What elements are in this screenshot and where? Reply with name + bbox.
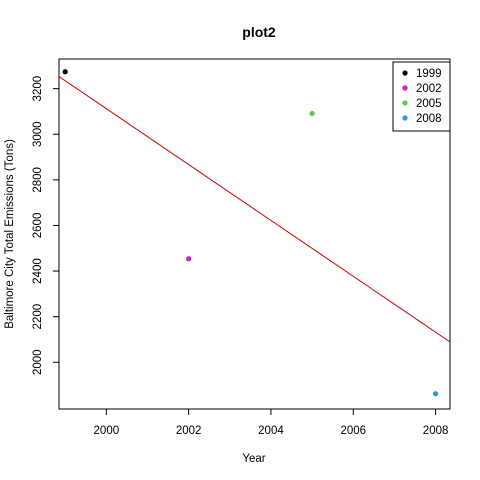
y-tick-label: 2400	[32, 258, 44, 284]
legend-label-1999: 1999	[416, 68, 442, 80]
plot-frame	[58, 58, 451, 410]
y-axis-label: Baltimore City Total Emissions (Tons)	[4, 139, 16, 329]
x-tick-label: 2006	[340, 425, 366, 437]
legend: 1999 2002 2005 2008	[392, 61, 451, 132]
data-point-2005	[309, 110, 315, 117]
x-axis: 2000 2002 2004 2006 2008	[94, 409, 449, 437]
legend-box	[392, 61, 451, 132]
data-point-2008	[432, 391, 439, 397]
y-tick-label: 2000	[32, 349, 44, 375]
x-tick-label: 2000	[94, 425, 120, 437]
x-axis-label: Year	[242, 453, 265, 465]
y-tick-label: 3200	[32, 76, 44, 102]
chart-title: plot2	[242, 24, 276, 40]
data-point-1999	[62, 69, 68, 75]
points-layer	[62, 69, 439, 397]
legend-label-2005: 2005	[416, 98, 442, 110]
y-tick-label: 2600	[32, 213, 44, 239]
legend-label-2002: 2002	[416, 83, 442, 95]
trend-line	[59, 76, 450, 343]
legend-marker-2005	[402, 100, 408, 106]
x-tick-label: 2004	[258, 425, 284, 437]
data-point-2002	[186, 256, 192, 262]
y-tick-label: 3000	[32, 121, 44, 147]
y-tick-label: 2200	[32, 304, 44, 330]
x-tick-label: 2002	[176, 425, 202, 437]
legend-marker-1999	[402, 70, 408, 76]
y-axis: 2000 2200 2400 2600 2800 3000 3200	[32, 76, 59, 375]
y-tick-label: 2800	[32, 167, 44, 193]
legend-marker-2008	[402, 115, 408, 121]
trend-line-layer	[59, 76, 450, 343]
x-tick-label: 2008	[423, 425, 449, 437]
legend-label-2008: 2008	[416, 113, 442, 125]
legend-marker-2002	[402, 85, 408, 91]
